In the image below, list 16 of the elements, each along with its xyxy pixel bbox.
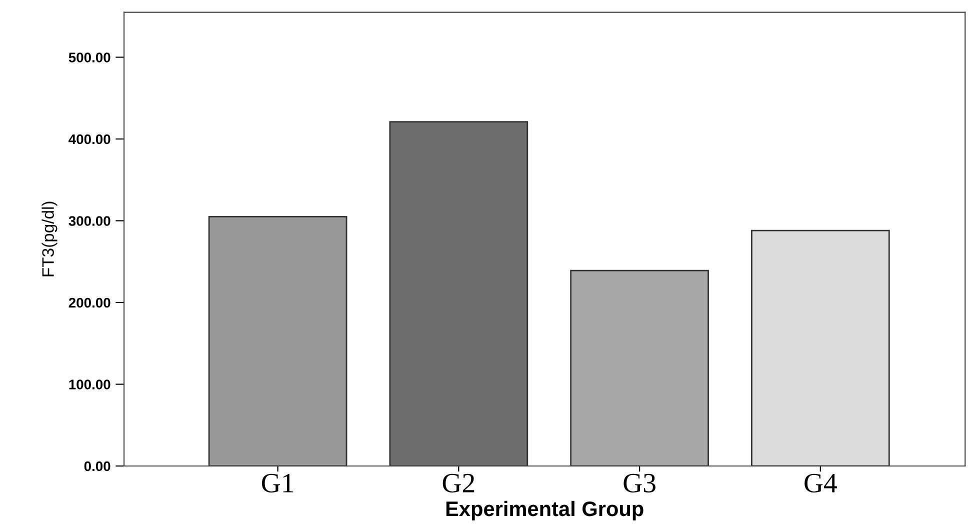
y-tick-label: 300.00 (68, 216, 110, 226)
y-tick-label: 200.00 (68, 298, 110, 308)
x-tick-label: G4 (804, 474, 837, 492)
bar (389, 121, 528, 466)
x-axis-title: Experimental Group (446, 500, 644, 520)
y-tick-label: 400.00 (68, 134, 110, 144)
y-tick-label: 500.00 (68, 52, 110, 62)
x-tick-label: G3 (624, 474, 656, 492)
y-axis-title: FT3(pg/dl) (42, 202, 58, 276)
x-tick-label: G1 (262, 474, 294, 492)
bar (208, 216, 348, 466)
y-tick-label: 0.00 (84, 461, 110, 472)
bar (750, 230, 890, 466)
bar (570, 270, 709, 466)
x-tick-label: G2 (442, 474, 474, 492)
y-tick-label: 100.00 (69, 380, 110, 390)
